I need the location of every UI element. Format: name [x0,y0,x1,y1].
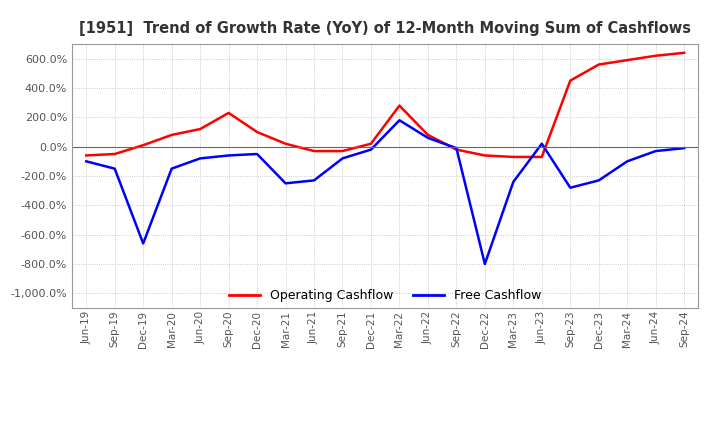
Free Cashflow [652,148,660,154]
Free Cashflow [595,178,603,183]
Operating Cashflow [139,143,148,148]
Operating Cashflow [423,132,432,138]
Free Cashflow [139,241,148,246]
Free Cashflow [110,166,119,171]
Free Cashflow [253,151,261,157]
Line: Free Cashflow: Free Cashflow [86,120,684,264]
Operating Cashflow [452,147,461,152]
Free Cashflow [509,179,518,184]
Line: Operating Cashflow: Operating Cashflow [86,53,684,157]
Free Cashflow [338,156,347,161]
Free Cashflow [452,146,461,151]
Legend: Operating Cashflow, Free Cashflow: Operating Cashflow, Free Cashflow [224,284,546,307]
Free Cashflow [537,141,546,147]
Free Cashflow [82,159,91,164]
Free Cashflow [395,117,404,123]
Operating Cashflow [282,141,290,147]
Operating Cashflow [225,110,233,116]
Free Cashflow [423,135,432,140]
Operating Cashflow [167,132,176,138]
Free Cashflow [480,261,489,267]
Operating Cashflow [680,50,688,55]
Free Cashflow [566,185,575,191]
Operating Cashflow [310,148,318,154]
Operating Cashflow [652,53,660,59]
Free Cashflow [282,181,290,186]
Operating Cashflow [82,153,91,158]
Free Cashflow [196,156,204,161]
Operating Cashflow [253,129,261,135]
Free Cashflow [225,153,233,158]
Title: [1951]  Trend of Growth Rate (YoY) of 12-Month Moving Sum of Cashflows: [1951] Trend of Growth Rate (YoY) of 12-… [79,21,691,36]
Operating Cashflow [196,126,204,132]
Operating Cashflow [537,154,546,160]
Free Cashflow [623,159,631,164]
Operating Cashflow [509,154,518,160]
Free Cashflow [680,146,688,151]
Operating Cashflow [395,103,404,108]
Operating Cashflow [366,141,375,147]
Free Cashflow [366,147,375,152]
Operating Cashflow [480,153,489,158]
Free Cashflow [167,166,176,171]
Operating Cashflow [110,151,119,157]
Operating Cashflow [338,148,347,154]
Free Cashflow [310,178,318,183]
Operating Cashflow [595,62,603,67]
Operating Cashflow [566,78,575,83]
Operating Cashflow [623,58,631,63]
